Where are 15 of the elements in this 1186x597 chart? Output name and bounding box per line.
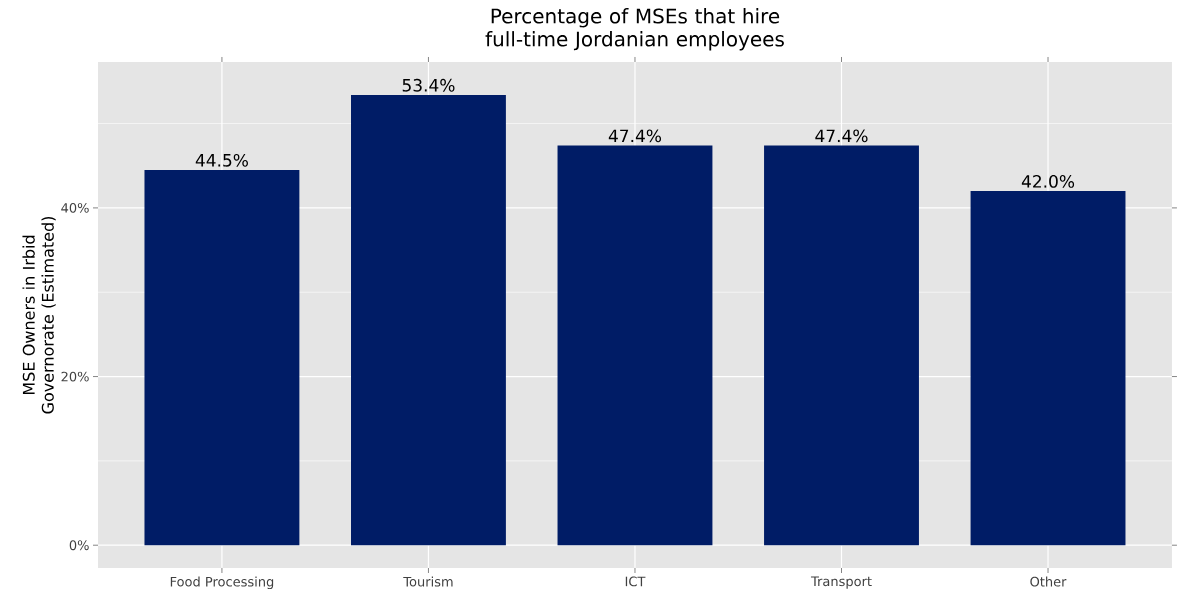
y-tick-label: 40% bbox=[61, 202, 89, 213]
chart-title: Percentage of MSEs that hire full-time Jordanian employees bbox=[485, 8, 784, 51]
data-label: 47.4% bbox=[608, 129, 662, 143]
x-tick-label: Transport bbox=[810, 576, 872, 589]
y-tick-label: 0% bbox=[69, 540, 89, 551]
data-label: 53.4% bbox=[402, 78, 455, 92]
x-tick-label: ICT bbox=[625, 576, 646, 587]
y-tick-label: 20% bbox=[61, 371, 89, 382]
x-tick-label: Food Processing bbox=[170, 576, 274, 590]
data-label: 47.4% bbox=[815, 129, 868, 143]
data-label: 44.5% bbox=[195, 153, 248, 167]
data-label: 42.0% bbox=[1021, 174, 1075, 188]
y-axis-title: MSE Owners in Irbid Governorate (Estimated) bbox=[22, 216, 56, 414]
x-tick-label: Other bbox=[1030, 576, 1067, 587]
x-tick-label: Tourism bbox=[403, 576, 453, 587]
